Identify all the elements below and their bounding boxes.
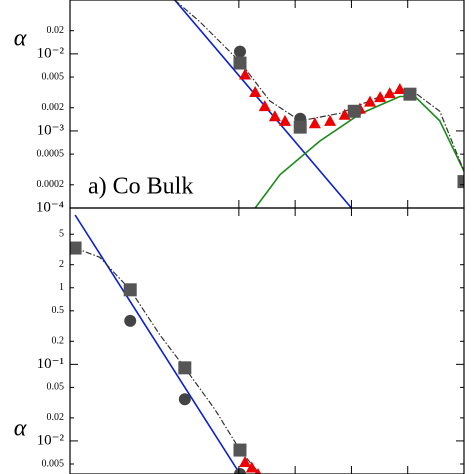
triangle-marker [279, 114, 292, 126]
dashed-curve [74, 247, 261, 474]
y-tick-label: 0.02 [47, 25, 65, 36]
triangle-marker [393, 83, 406, 95]
triangle-marker [338, 108, 351, 120]
triangle-marker [364, 95, 377, 107]
triangle-marker [245, 461, 258, 473]
square-marker [233, 56, 247, 70]
y-axis-label: α [14, 416, 27, 442]
y-tick-label: 5 [59, 229, 64, 240]
y-tick-label: 10⁻² [37, 432, 65, 448]
y-tick-label: 10⁻¹ [37, 356, 64, 372]
triangle-marker [308, 117, 321, 129]
square-marker [70, 241, 82, 255]
y-tick-label: 0.2 [52, 336, 65, 347]
y-tick-label: 0.002 [42, 102, 65, 113]
y-tick-label: 0.5 [52, 305, 65, 316]
square-marker [293, 120, 307, 134]
y-tick-label: 1 [59, 282, 64, 293]
y-axis-label: α [14, 26, 27, 52]
y-tick-label: 0.005 [42, 458, 65, 469]
y-tick-label: 0.0005 [37, 148, 65, 159]
triangle-marker [324, 114, 337, 126]
square-marker [123, 283, 137, 297]
square-marker [457, 175, 464, 189]
y-tick-label: 10⁻³ [37, 122, 65, 138]
triangle-marker [383, 87, 396, 99]
y-tick-label: 0.02 [47, 412, 65, 423]
y-tick-label: 0.0002 [37, 179, 65, 190]
triangle-marker [249, 86, 262, 98]
square-marker [403, 87, 417, 101]
annotation: a) Co Bulk [88, 174, 193, 200]
square-marker [178, 361, 192, 375]
circle-marker [178, 393, 191, 406]
y-tick-label: 2 [59, 259, 64, 270]
curve [74, 214, 241, 474]
y-tick-label: 0.005 [42, 71, 65, 82]
circle-marker [233, 468, 246, 474]
plot-frame [69, 207, 465, 474]
curve [254, 95, 464, 208]
y-tick-label: 10⁻² [37, 45, 65, 61]
y-tick-label: 0.05 [47, 382, 65, 393]
panel [70, 214, 262, 474]
dashed-curve [174, 0, 464, 172]
y-tick-label: 10⁻⁴ [36, 199, 64, 215]
triangle-marker [254, 468, 262, 474]
triangle-marker [268, 110, 281, 122]
circle-marker [233, 45, 246, 58]
triangle-marker [258, 100, 271, 112]
square-marker [233, 443, 247, 457]
circle-marker [124, 314, 137, 327]
square-marker [347, 104, 361, 118]
triangle-marker [374, 91, 387, 103]
triangle-marker [239, 456, 252, 468]
triangle-marker [239, 68, 252, 80]
panel [174, 0, 464, 208]
